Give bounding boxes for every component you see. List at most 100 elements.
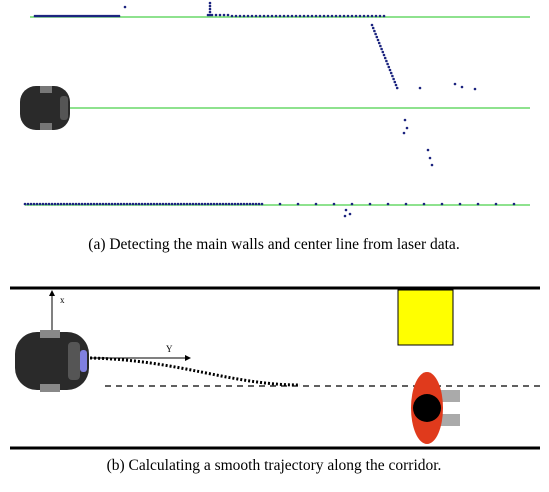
laser-point [237, 203, 240, 206]
laser-point [51, 203, 54, 206]
figure: (a) Detecting the main walls and center … [0, 0, 549, 492]
laser-point [207, 203, 210, 206]
laser-point [419, 87, 422, 90]
robot [20, 86, 70, 130]
laser-point [102, 203, 105, 206]
laser-points [24, 2, 516, 218]
laser-point [389, 69, 392, 72]
laser-point [271, 15, 274, 18]
laser-point [201, 203, 204, 206]
axis-label: x [60, 295, 65, 305]
caption: (a) Detecting the main walls and center … [88, 236, 459, 253]
laser-point [69, 203, 72, 206]
laser-point [159, 203, 162, 206]
laser-point [255, 203, 258, 206]
laser-point [323, 15, 326, 18]
laser-point [335, 15, 338, 18]
laser-point [117, 203, 120, 206]
laser-point [180, 203, 183, 206]
laser-point [315, 15, 318, 18]
laser-point [189, 203, 192, 206]
laser-point [263, 15, 266, 18]
laser-point [225, 203, 228, 206]
laser-point [153, 203, 156, 206]
laser-point [209, 8, 212, 11]
laser-point [231, 203, 234, 206]
laser-point [374, 33, 377, 36]
laser-point [379, 45, 382, 48]
laser-point [392, 78, 395, 81]
laser-point [174, 203, 177, 206]
laser-point [513, 203, 516, 206]
laser-point [459, 203, 462, 206]
laser-point [132, 203, 135, 206]
laser-point [210, 203, 213, 206]
laser-point [251, 15, 254, 18]
laser-point [303, 15, 306, 18]
laser-point [75, 203, 78, 206]
laser-point [57, 203, 60, 206]
laser-point [204, 203, 207, 206]
laser-point [403, 132, 406, 135]
laser-point [258, 203, 261, 206]
arrow-head [185, 355, 191, 361]
laser-point [239, 15, 242, 18]
laser-point [255, 15, 258, 18]
laser-point [299, 15, 302, 18]
laser-point [319, 15, 322, 18]
laser-point [150, 203, 153, 206]
laser-point [287, 15, 290, 18]
laser-point [48, 203, 51, 206]
laser-point [81, 203, 84, 206]
laser-point [405, 203, 408, 206]
laser-point [390, 72, 393, 75]
laser-point [423, 203, 426, 206]
laser-point [168, 203, 171, 206]
laser-point [279, 203, 282, 206]
laser-point [429, 157, 432, 160]
laser-point [216, 203, 219, 206]
panel-a: (a) Detecting the main walls and center … [20, 2, 530, 253]
laser-point [383, 15, 386, 18]
laser-point [78, 203, 81, 206]
laser-point [345, 209, 348, 212]
laser-point [114, 203, 117, 206]
laser-point [45, 203, 48, 206]
laser-point [406, 127, 409, 130]
laser-point [42, 203, 45, 206]
laser-point [84, 203, 87, 206]
laser-point [162, 203, 165, 206]
laser-point [388, 66, 391, 69]
laser-point [177, 203, 180, 206]
laser-point [371, 15, 374, 18]
laser-point [394, 81, 397, 84]
laser-point [213, 203, 216, 206]
arrow-head [49, 290, 55, 296]
laser-point [219, 203, 222, 206]
laser-point [371, 24, 374, 27]
laser-point [267, 15, 270, 18]
laser-point [247, 15, 250, 18]
laser-point [209, 14, 212, 17]
laser-point [66, 203, 69, 206]
laser-point [60, 203, 63, 206]
laser-point [367, 15, 370, 18]
laser-point [339, 15, 342, 18]
laser-point [351, 15, 354, 18]
laser-point [111, 203, 114, 206]
laser-point [385, 60, 388, 63]
laser-point [105, 203, 108, 206]
laser-point [87, 203, 90, 206]
caption: (b) Calculating a smooth trajectory alon… [107, 457, 442, 474]
laser-point [192, 203, 195, 206]
laser-point [243, 203, 246, 206]
robot [15, 330, 89, 392]
laser-point [36, 203, 39, 206]
laser-point [171, 203, 174, 206]
laser-point [165, 203, 168, 206]
laser-point [54, 203, 57, 206]
laser-point [108, 203, 111, 206]
laser-point [261, 203, 264, 206]
laser-point [156, 203, 159, 206]
laser-point [343, 15, 346, 18]
